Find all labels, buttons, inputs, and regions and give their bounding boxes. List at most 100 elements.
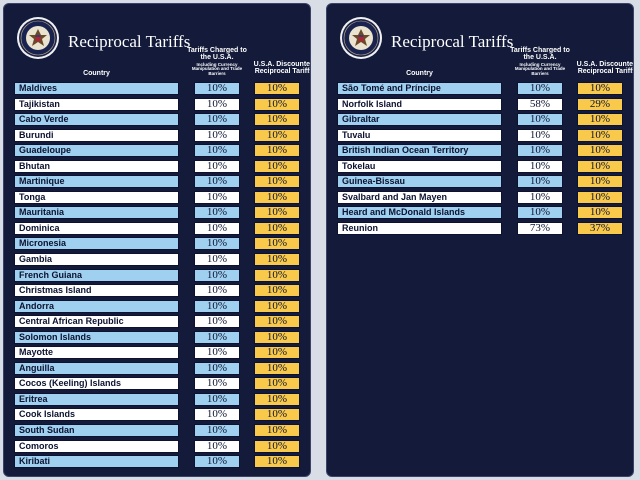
tariff-charged-cell: 10% — [194, 206, 240, 220]
discounted-tariff-cell: 10% — [254, 113, 300, 127]
tariff-charged-cell: 10% — [194, 424, 240, 438]
country-cell: Comoros — [14, 439, 179, 453]
country-cell: Gambia — [14, 253, 179, 267]
country-cell: Andorra — [14, 299, 179, 313]
tariff-charged-cell: 10% — [517, 82, 563, 95]
tariff-charged-cell: 10% — [517, 159, 563, 173]
discounted-tariff-cell: 10% — [254, 268, 300, 282]
tariff-charged-cell: 10% — [517, 190, 563, 204]
tariff-charged-cell: 10% — [194, 82, 240, 95]
discounted-tariff-cell: 10% — [254, 361, 300, 375]
tariff-charged-cell: 10% — [194, 268, 240, 282]
tariff-charged-cell: 10% — [194, 237, 240, 251]
country-cell: Kiribati — [14, 455, 179, 469]
tariff-panel-left: Reciprocal Tariffs Tariffs Charged to th… — [3, 3, 311, 477]
tariff-panel-right: Reciprocal Tariffs Tariffs Charged to th… — [326, 3, 634, 477]
tariff-charged-cell: 10% — [194, 253, 240, 267]
header-tariffs-charged-label: Tariffs Charged to the U.S.A. — [510, 47, 570, 62]
country-cell: Tokelau — [337, 159, 502, 173]
tariff-charged-cell: 10% — [517, 206, 563, 220]
header-tariffs-charged-label: Tariffs Charged to the U.S.A. — [187, 47, 247, 62]
country-cell: Burundi — [14, 128, 179, 142]
country-cell: British Indian Ocean Territory — [337, 144, 502, 158]
header-discounted-tariffs: U.S.A. Discounted Reciprocal Tariffs — [253, 61, 311, 76]
tariff-charged-cell: 10% — [194, 392, 240, 406]
discounted-tariff-cell: 10% — [254, 330, 300, 344]
header-tariffs-charged: Tariffs Charged to the U.S.A. Including … — [507, 47, 573, 77]
tariff-charged-cell: 73% — [517, 221, 563, 235]
country-cell: Micronesia — [14, 237, 179, 251]
discounted-tariff-cell: 10% — [254, 97, 300, 111]
discounted-tariff-cell: 10% — [254, 299, 300, 313]
discounted-tariff-cell: 10% — [577, 144, 623, 158]
tariff-charged-cell: 10% — [194, 144, 240, 158]
tariff-charged-cell: 10% — [194, 408, 240, 422]
country-cell: Mayotte — [14, 346, 179, 360]
tariff-charged-cell: 10% — [194, 439, 240, 453]
discounted-tariff-cell: 10% — [254, 455, 300, 469]
discounted-tariff-cell: 37% — [577, 221, 623, 235]
country-cell: Christmas Island — [14, 284, 179, 298]
discounted-tariff-cell: 10% — [577, 113, 623, 127]
presidential-seal-icon — [17, 17, 59, 59]
discounted-tariff-cell: 10% — [254, 175, 300, 189]
tariff-charged-cell: 10% — [517, 128, 563, 142]
country-cell: Guadeloupe — [14, 144, 179, 158]
tariff-charged-cell: 10% — [194, 361, 240, 375]
tariff-charged-cell: 10% — [194, 175, 240, 189]
discounted-tariff-cell: 10% — [577, 190, 623, 204]
page-title: Reciprocal Tariffs — [68, 32, 191, 51]
discounted-tariff-cell: 10% — [254, 144, 300, 158]
discounted-tariff-cell: 10% — [254, 206, 300, 220]
discounted-tariff-cell: 10% — [254, 392, 300, 406]
country-cell: French Guiana — [14, 268, 179, 282]
page-title: Reciprocal Tariffs — [391, 32, 514, 51]
header-country: Country — [83, 70, 110, 77]
discounted-tariff-cell: 10% — [577, 175, 623, 189]
tariff-charged-cell: 10% — [194, 284, 240, 298]
discounted-tariff-cell: 10% — [254, 190, 300, 204]
tariff-charged-cell: 10% — [194, 128, 240, 142]
country-cell: Tonga — [14, 190, 179, 204]
header-tariffs-charged: Tariffs Charged to the U.S.A. Including … — [184, 47, 250, 77]
discounted-tariff-cell: 10% — [254, 159, 300, 173]
discounted-tariff-cell: 10% — [254, 128, 300, 142]
discounted-tariff-cell: 10% — [254, 237, 300, 251]
discounted-tariff-cell: 10% — [577, 128, 623, 142]
tariff-charged-cell: 10% — [194, 299, 240, 313]
country-cell: Tajikistan — [14, 97, 179, 111]
discounted-tariff-cell: 10% — [254, 221, 300, 235]
discounted-tariff-cell: 10% — [577, 82, 623, 95]
tariff-charged-cell: 10% — [194, 315, 240, 329]
country-cell: Dominica — [14, 221, 179, 235]
tariff-charged-cell: 10% — [194, 159, 240, 173]
country-cell: São Tomé and Príncipe — [337, 82, 502, 95]
country-cell: Anguilla — [14, 361, 179, 375]
presidential-seal-icon — [340, 17, 382, 59]
country-cell: Cabo Verde — [14, 113, 179, 127]
country-cell: Cocos (Keeling) Islands — [14, 377, 179, 391]
tariff-charged-cell: 10% — [194, 97, 240, 111]
discounted-tariff-cell: 10% — [254, 315, 300, 329]
header-discounted-tariffs: U.S.A. Discounted Reciprocal Tariffs — [576, 61, 634, 76]
country-cell: Svalbard and Jan Mayen — [337, 190, 502, 204]
country-cell: Gibraltar — [337, 113, 502, 127]
discounted-tariff-cell: 10% — [254, 439, 300, 453]
country-cell: Guinea-Bissau — [337, 175, 502, 189]
discounted-tariff-cell: 10% — [577, 159, 623, 173]
tariff-charged-cell: 10% — [194, 330, 240, 344]
country-cell: Heard and McDonald Islands — [337, 206, 502, 220]
country-cell: Tuvalu — [337, 128, 502, 142]
tariff-charged-cell: 10% — [517, 144, 563, 158]
discounted-tariff-cell: 10% — [254, 377, 300, 391]
discounted-tariff-cell: 10% — [254, 408, 300, 422]
discounted-tariff-cell: 10% — [254, 424, 300, 438]
tariff-charged-cell: 10% — [194, 377, 240, 391]
country-cell: Mauritania — [14, 206, 179, 220]
country-cell: Eritrea — [14, 392, 179, 406]
discounted-tariff-cell: 10% — [254, 284, 300, 298]
country-cell: Bhutan — [14, 159, 179, 173]
country-cell: Reunion — [337, 221, 502, 235]
header-country: Country — [406, 70, 433, 77]
